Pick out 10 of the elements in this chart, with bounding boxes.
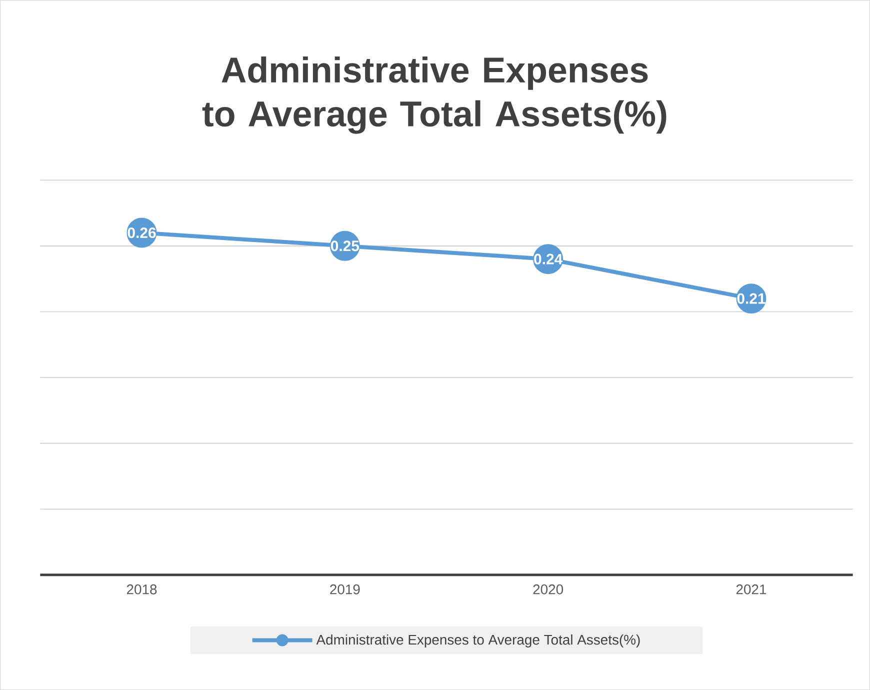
- data-label: 0.25: [330, 240, 360, 252]
- x-tick-label: 2020: [533, 584, 564, 594]
- legend-label: Administrative Expenses to Average Total Assets(%): [316, 634, 640, 648]
- x-tick-label: 2019: [330, 584, 360, 594]
- data-label: 0.26: [128, 227, 156, 238]
- chart-title: Administrative Expenses to Average Total Assets(%): [202, 56, 666, 134]
- data-label: 0.24: [534, 254, 563, 264]
- data-label: 0.21: [737, 293, 766, 304]
- x-tick-label: 2018: [126, 584, 157, 594]
- x-tick-label: 2021: [736, 584, 766, 594]
